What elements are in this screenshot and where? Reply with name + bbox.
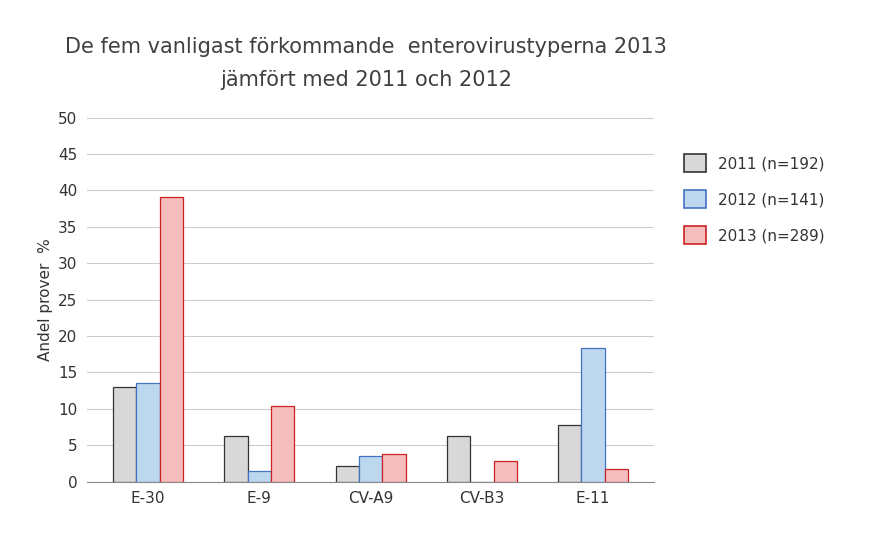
Bar: [446, 435, 470, 482]
Text: De fem vanligast förkommande  enterovirustyperna 2013: De fem vanligast förkommande enterovirus…: [65, 37, 667, 57]
Bar: [494, 461, 517, 482]
Bar: [271, 406, 295, 482]
Text: jämfört med 2011 och 2012: jämfört med 2011 och 2012: [221, 70, 512, 89]
Bar: [582, 348, 605, 482]
Bar: [359, 456, 382, 482]
Bar: [558, 425, 582, 482]
Bar: [336, 466, 359, 482]
Bar: [224, 435, 248, 482]
Bar: [113, 387, 136, 482]
Bar: [248, 471, 271, 482]
Legend: 2011 (n=192), 2012 (n=141), 2013 (n=289): 2011 (n=192), 2012 (n=141), 2013 (n=289): [685, 155, 825, 244]
Bar: [605, 469, 628, 482]
Bar: [136, 383, 160, 482]
Bar: [160, 197, 183, 482]
Bar: [382, 454, 405, 482]
Y-axis label: Andel prover  %: Andel prover %: [37, 238, 52, 361]
